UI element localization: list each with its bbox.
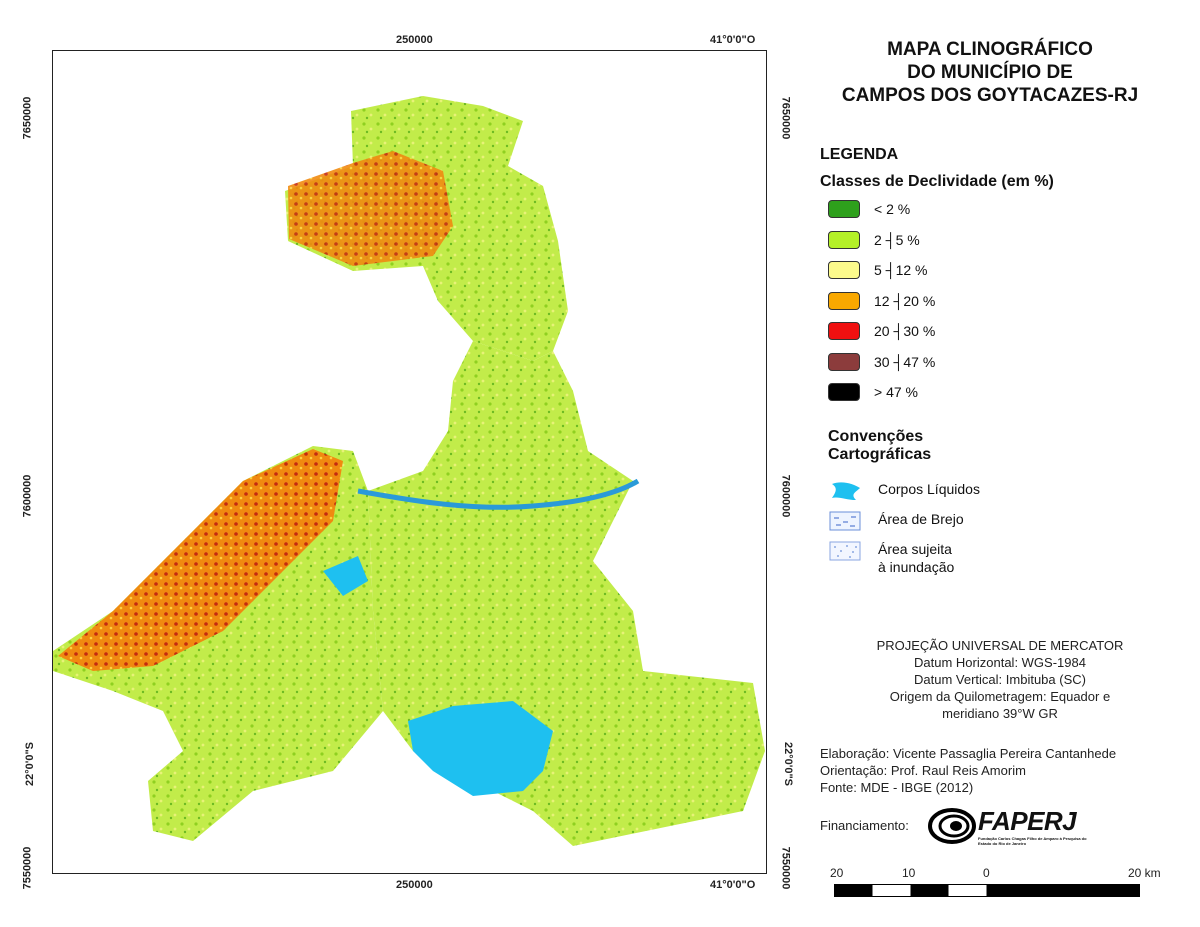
scale-label-0: 0 — [983, 866, 990, 880]
credits: Elaboração: Vicente Passaglia Pereira Ca… — [820, 745, 1116, 796]
projection-line-1: PROJEÇÃO UNIVERSAL DE MERCATOR — [876, 638, 1124, 653]
flood-area-icon — [829, 541, 861, 561]
coord-bottom-x2: 41°0'0"O — [710, 879, 756, 891]
projection-line-5: meridiano 39°W GR — [942, 706, 1058, 721]
legend-swatch — [828, 383, 860, 401]
coord-right-y3: 22°0'0"S — [782, 741, 795, 787]
convention-marsh-label: Área de Brejo — [878, 511, 964, 527]
legend-class-row: 30 ┤47 % — [828, 352, 935, 372]
legend-swatch — [828, 200, 860, 218]
legend-class-label: 20 ┤30 % — [874, 323, 936, 339]
coord-right-y1: 7650000 — [779, 96, 792, 140]
convention-flood-line-2: à inundação — [878, 559, 955, 575]
region-north-relief — [288, 151, 453, 266]
projection-line-3: Datum Vertical: Imbituba (SC) — [914, 672, 1086, 687]
legend-swatch — [828, 230, 860, 249]
scale-label-10: 10 — [902, 866, 916, 880]
scale-label-20-km: 20 km — [1128, 866, 1161, 880]
legend-heading: LEGENDA — [820, 146, 899, 163]
legend-class-label: 30 ┤47 % — [874, 353, 936, 370]
paraiba-river — [357, 478, 640, 510]
title-line-1: MAPA CLINOGRÁFICO — [887, 39, 1093, 60]
funding-label: Financiamento: — [820, 818, 909, 833]
convention-flood: Área sujeita à inundação — [828, 540, 954, 576]
legend-class-label: 5 ┤12 % — [874, 262, 928, 278]
legend-class-row: > 47 % — [828, 382, 918, 402]
credits-line-2: Orientação: Prof. Raul Reis Amorim — [820, 763, 1026, 778]
convention-water-label: Corpos Líquidos — [878, 481, 980, 497]
legend-class-label: > 47 % — [874, 384, 918, 400]
convention-water: Corpos Líquidos — [828, 480, 980, 502]
faperj-logo-text: FAPERJ — [978, 806, 1077, 836]
lagoon-west — [323, 556, 368, 596]
coord-top-x1: 250000 — [396, 34, 433, 46]
legend-class-row: 2 ┤5 % — [828, 230, 920, 250]
coord-top-x2: 41°0'0"O — [710, 34, 756, 46]
faperj-swirl-icon — [928, 808, 976, 844]
coord-left-y3: 22°0'0"S — [24, 741, 37, 787]
coord-bottom-x1: 250000 — [396, 879, 433, 891]
coord-right-y2: 7600000 — [779, 474, 792, 518]
scale-bar — [834, 884, 1140, 897]
convention-flood-line-1: Área sujeita — [878, 541, 952, 557]
faperj-logo: FAPERJ Fundação Carlos Chagas Filho de A… — [928, 804, 1098, 850]
title-line-3: CAMPOS DOS GOYTACAZES-RJ — [841, 85, 1139, 106]
legend-class-row: 5 ┤12 % — [828, 260, 928, 280]
coord-right-y4: 7550000 — [779, 846, 792, 890]
convention-marsh: Área de Brejo — [828, 510, 964, 532]
projection-info: PROJEÇÃO UNIVERSAL DE MERCATOR Datum Hor… — [825, 637, 1175, 722]
scale-label-20-left: 20 — [830, 866, 844, 880]
legend-swatch — [828, 291, 860, 310]
legend-class-label: < 2 % — [874, 201, 911, 217]
map-title: MAPA CLINOGRÁFICO DO MUNICÍPIO DE CAMPOS… — [800, 38, 1180, 107]
legend-class-row: < 2 % — [828, 199, 910, 219]
conventions-heading-1: Convenções — [828, 428, 924, 445]
legend-swatch — [828, 352, 860, 371]
coord-left-y1: 7650000 — [21, 96, 34, 140]
conventions-heading-2: Cartográficas — [828, 446, 932, 463]
lagoon-feira — [408, 701, 553, 796]
region-central — [368, 341, 765, 846]
marsh-icon — [829, 511, 861, 531]
credits-line-3: Fonte: MDE - IBGE (2012) — [820, 780, 974, 795]
coord-left-y2: 7600000 — [21, 474, 34, 518]
legend-swatch — [828, 261, 860, 279]
title-line-2: DO MUNICÍPIO DE — [907, 62, 1073, 83]
legend-subheading: Classes de Declividade (em %) — [820, 173, 1054, 190]
faperj-logo-subtext: Fundação Carlos Chagas Filho de Amparo à… — [978, 836, 1087, 846]
legend-class-row: 12 ┤20 % — [828, 291, 935, 311]
coord-left-y4: 7550000 — [21, 846, 34, 890]
convention-flood-label: Área sujeita à inundação — [878, 540, 954, 576]
credits-line-1: Elaboração: Vicente Passaglia Pereira Ca… — [820, 746, 1117, 761]
municipality-map — [53, 96, 765, 846]
map-frame — [52, 50, 767, 874]
legend-class-label: 2 ┤5 % — [874, 231, 920, 248]
projection-line-4: Origem da Quilometragem: Equador e — [889, 689, 1111, 704]
water-body-icon — [832, 482, 860, 500]
region-west-relief — [58, 449, 343, 671]
legend-swatch — [828, 322, 860, 340]
legend-class-label: 12 ┤20 % — [874, 292, 936, 309]
projection-line-2: Datum Horizontal: WGS-1984 — [914, 655, 1086, 670]
legend-class-row: 20 ┤30 % — [828, 321, 935, 341]
